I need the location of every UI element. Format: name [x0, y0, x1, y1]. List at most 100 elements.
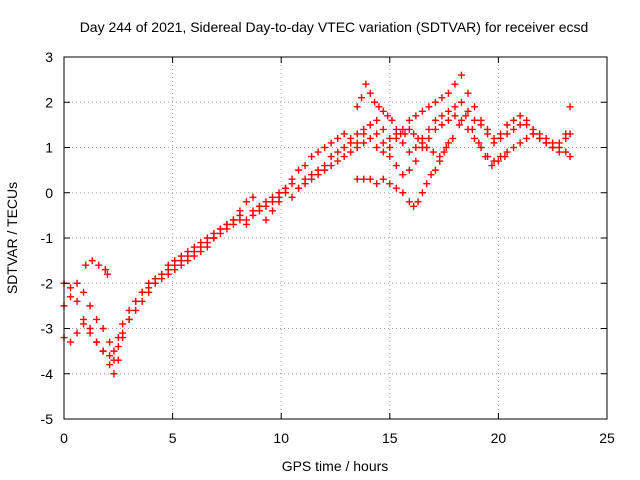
data-point: [99, 347, 107, 355]
data-point: [399, 189, 407, 197]
data-point: [457, 98, 465, 106]
data-point: [145, 284, 153, 292]
data-point: [457, 71, 465, 79]
data-point: [282, 184, 290, 192]
data-point: [477, 116, 485, 124]
data-point: [132, 297, 140, 305]
data-point: [125, 315, 133, 323]
data-point: [347, 134, 355, 142]
data-point: [471, 103, 479, 111]
data-point: [340, 144, 348, 151]
axes: 0 5 10 15 20 25 -5 -4 -3 -2 -1 0 1 2 3: [41, 49, 615, 446]
chart-title: Day 244 of 2021, Sidereal Day-to-day VTE…: [80, 19, 589, 35]
data-point: [484, 125, 492, 133]
data-point: [488, 162, 496, 170]
data-point: [401, 130, 409, 138]
data-point: [366, 175, 374, 183]
data-point: [82, 261, 90, 269]
data-point: [451, 80, 459, 88]
data-point: [412, 112, 420, 120]
data-point: [392, 162, 400, 170]
data-point: [99, 325, 107, 332]
data-point: [549, 144, 557, 151]
y-tick-label: -3: [41, 321, 54, 337]
data-point: [431, 98, 439, 106]
data-point: [423, 144, 431, 151]
data-point: [110, 370, 118, 378]
data-point: [490, 134, 498, 142]
data-point: [132, 306, 140, 314]
data-point: [418, 189, 426, 197]
data-point: [229, 216, 237, 224]
data-point: [418, 107, 426, 115]
data-point: [67, 338, 75, 346]
y-tick-label: -4: [41, 366, 54, 382]
data-point: [399, 171, 407, 179]
x-axis-label: GPS time / hours: [282, 458, 389, 474]
data-point: [503, 148, 511, 156]
data-point: [125, 306, 133, 314]
data-point: [444, 89, 452, 97]
data-point: [399, 139, 407, 147]
data-point: [405, 125, 413, 133]
data-point: [95, 261, 103, 269]
data-point: [379, 175, 387, 183]
data-point: [321, 166, 329, 174]
data-point: [379, 148, 387, 156]
data-point: [440, 148, 448, 156]
data-point: [371, 98, 379, 106]
data-point: [353, 139, 361, 147]
data-point: [555, 148, 563, 156]
data-point: [80, 288, 88, 296]
data-point: [288, 193, 296, 201]
data-point: [151, 279, 159, 287]
data-point: [388, 116, 396, 124]
data-point: [412, 157, 420, 165]
data-point: [523, 121, 531, 129]
data-point: [516, 112, 524, 120]
data-point: [334, 157, 342, 165]
data-points: [60, 71, 574, 378]
data-point: [373, 130, 381, 138]
data-point: [301, 162, 309, 170]
data-point: [379, 139, 387, 147]
data-point: [436, 157, 444, 165]
data-point: [138, 297, 146, 305]
data-point: [197, 248, 205, 256]
data-point: [295, 184, 303, 192]
data-point: [327, 162, 335, 170]
data-point: [562, 130, 570, 138]
data-point: [236, 216, 244, 224]
data-point: [358, 94, 366, 102]
data-point: [164, 270, 172, 278]
data-point: [425, 134, 433, 142]
data-point: [366, 121, 374, 129]
data-point: [353, 130, 361, 138]
data-point: [468, 125, 476, 133]
data-point: [177, 261, 185, 269]
data-point: [444, 139, 452, 147]
data-point: [386, 153, 394, 161]
data-point: [106, 338, 114, 346]
data-point: [138, 288, 146, 296]
data-point: [73, 279, 81, 287]
data-point: [471, 134, 479, 142]
data-point: [503, 130, 511, 138]
data-point: [386, 144, 394, 151]
data-point: [249, 211, 257, 219]
data-point: [431, 125, 439, 133]
data-point: [362, 80, 370, 88]
data-point: [119, 320, 127, 328]
data-point: [88, 257, 96, 265]
data-point: [516, 121, 524, 129]
data-point: [114, 334, 122, 342]
data-point: [158, 275, 166, 283]
data-point: [67, 293, 75, 301]
data-point: [93, 338, 101, 346]
data-point: [308, 175, 316, 183]
data-point: [410, 202, 418, 210]
x-tick-label: 20: [491, 430, 507, 446]
data-point: [386, 180, 394, 188]
data-point: [73, 329, 81, 337]
